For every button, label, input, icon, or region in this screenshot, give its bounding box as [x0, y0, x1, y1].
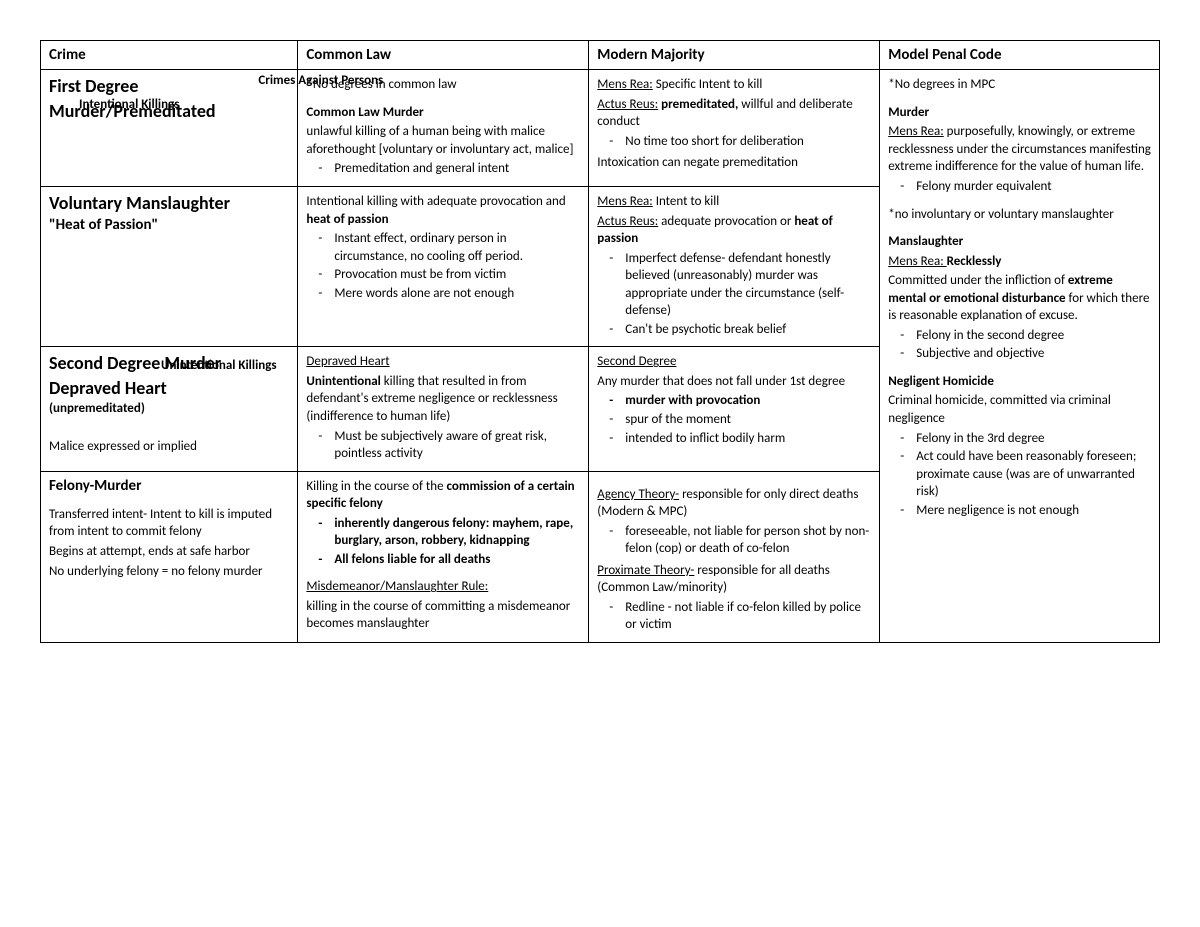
- list-item: Provocation must be from victim: [334, 266, 580, 284]
- text: Criminal homicide, committed via crimina…: [888, 392, 1151, 427]
- text: Malice expressed or implied: [49, 438, 289, 456]
- list: inherently dangerous felony: mayhem, rap…: [306, 515, 580, 569]
- crime-title: Felony-Murder: [49, 476, 289, 496]
- text: Committed under the infliction of extrem…: [888, 272, 1151, 325]
- text: Begins at attempt, ends at safe harbor: [49, 543, 289, 561]
- text: No underlying felony = no felony murder: [49, 563, 289, 581]
- heading: Second Degree: [597, 353, 871, 371]
- cell-crime-vol-mans: Voluntary Manslaughter "Heat of Passion": [41, 186, 298, 346]
- list-item: intended to inflict bodily harm: [625, 430, 871, 448]
- heading-mpc-negligent: Negligent Homicide: [888, 373, 1151, 391]
- list: Felony murder equivalent: [888, 178, 1151, 196]
- list-item: Subjective and objective: [916, 345, 1151, 363]
- heading-mpc-murder: Murder: [888, 104, 1151, 122]
- list-item: Felony in the second degree: [916, 327, 1151, 345]
- overlay-crimes-persons: Crimes Against Persons: [258, 72, 383, 90]
- list-item: murder with provocation: [625, 392, 871, 410]
- text: Intentional killing with adequate provoc…: [306, 193, 580, 228]
- cell-modern-first-degree: Mens Rea: Specific Intent to kill Actus …: [589, 70, 880, 187]
- list: Instant effect, ordinary person in circu…: [306, 230, 580, 302]
- crime-subtitle: (unpremeditated): [49, 400, 289, 418]
- text: killing in the course of committing a mi…: [306, 598, 580, 633]
- list-item: No time too short for deliberation: [625, 133, 871, 151]
- header-row: Crime Common Law Modern Majority Model P…: [41, 41, 1160, 70]
- list-item: spur of the moment: [625, 411, 871, 429]
- text: Any murder that does not fall under 1st …: [597, 373, 871, 391]
- text: Mens Rea: Intent to kill: [597, 193, 871, 211]
- cell-modern-felony-murder: Agency Theory- responsible for only dire…: [589, 471, 880, 642]
- text: Transferred intent- Intent to kill is im…: [49, 506, 289, 541]
- heading: Depraved Heart: [306, 353, 580, 371]
- crime-subtitle: "Heat of Passion": [49, 215, 289, 235]
- list-item: Must be subjectively aware of great risk…: [334, 428, 580, 463]
- cell-common-vol-mans: Intentional killing with adequate provoc…: [298, 186, 589, 346]
- list-item: Can't be psychotic break belief: [625, 321, 871, 339]
- cell-common-second-degree: Depraved Heart Unintentional killing tha…: [298, 347, 589, 471]
- list-item: Redline - not liable if co-felon killed …: [625, 599, 871, 634]
- list-item: inherently dangerous felony: mayhem, rap…: [334, 515, 580, 550]
- list-item: Felony in the 3rd degree: [916, 430, 1151, 448]
- list-item: Imperfect defense- defendant honestly be…: [625, 250, 871, 320]
- text: Actus Reus: adequate provocation or heat…: [597, 213, 871, 248]
- crime-title: Depraved Heart: [49, 376, 289, 400]
- heading-mpc-manslaughter: Manslaughter: [888, 233, 1151, 251]
- cell-crime-second-degree: Second Degree Murder Unintentional Killi…: [41, 347, 298, 471]
- text: Common Law Murder: [306, 104, 580, 122]
- text: Actus Reus: premeditated, willful and de…: [597, 96, 871, 131]
- list: Must be subjectively aware of great risk…: [306, 428, 580, 463]
- text: Unintentional killing that resulted in f…: [306, 373, 580, 426]
- crime-title-first-degree-l1: First Degree: [49, 74, 289, 98]
- text: Proximate Theory- responsible for all de…: [597, 562, 871, 597]
- list-item: Felony murder equivalent: [916, 178, 1151, 196]
- list-item: Mere words alone are not enough: [334, 285, 580, 303]
- overlay-intentional: Intentional Killings: [79, 96, 179, 114]
- text: Mens Rea: Specific Intent to kill: [597, 76, 871, 94]
- text: unlawful killing of a human being with m…: [306, 123, 580, 158]
- text: *no involuntary or voluntary manslaughte…: [888, 206, 1151, 224]
- text: Agency Theory- responsible for only dire…: [597, 486, 871, 521]
- header-crime: Crime: [41, 41, 298, 70]
- list: Premeditation and general intent: [306, 160, 580, 178]
- text: Intoxication can negate premeditation: [597, 154, 871, 172]
- crime-comparison-table: Crime Common Law Modern Majority Model P…: [40, 40, 1160, 643]
- text: Mens Rea: Recklessly: [888, 253, 1151, 271]
- cell-common-first-degree: Crimes Against Persons *No degrees in co…: [298, 70, 589, 187]
- list: Imperfect defense- defendant honestly be…: [597, 250, 871, 339]
- cell-common-felony-murder: Killing in the course of the commission …: [298, 471, 589, 642]
- text: *No degrees in MPC: [888, 76, 1151, 94]
- row-first-degree: First Degree Intentional Killings Murder…: [41, 70, 1160, 187]
- text: Killing in the course of the commission …: [306, 478, 580, 513]
- list: Redline - not liable if co-felon killed …: [597, 599, 871, 634]
- cell-mpc: *No degrees in MPC Murder Mens Rea: purp…: [880, 70, 1160, 643]
- cell-modern-vol-mans: Mens Rea: Intent to kill Actus Reus: ade…: [589, 186, 880, 346]
- list: murder with provocation spur of the mome…: [597, 392, 871, 447]
- heading: Misdemeanor/Manslaughter Rule:: [306, 578, 580, 596]
- list: Felony in the second degree Subjective a…: [888, 327, 1151, 363]
- list-item: All felons liable for all deaths: [334, 551, 580, 569]
- header-modern: Modern Majority: [589, 41, 880, 70]
- cell-modern-second-degree: Second Degree Any murder that does not f…: [589, 347, 880, 471]
- crime-title: Voluntary Manslaughter: [49, 191, 289, 215]
- list-item: Premeditation and general intent: [334, 160, 580, 178]
- list: Felony in the 3rd degree Act could have …: [888, 430, 1151, 520]
- list-item: foreseeable, not liable for person shot …: [625, 523, 871, 558]
- text: Mens Rea: purposefully, knowingly, or ex…: [888, 123, 1151, 176]
- list-item: Act could have been reasonably foreseen;…: [916, 448, 1151, 501]
- overlay-unintentional: Unintentional Killings: [161, 357, 277, 375]
- list: No time too short for deliberation: [597, 133, 871, 151]
- list: foreseeable, not liable for person shot …: [597, 523, 871, 558]
- cell-crime-felony-murder: Felony-Murder Transferred intent- Intent…: [41, 471, 298, 642]
- header-common: Common Law: [298, 41, 589, 70]
- list-item: Mere negligence is not enough: [916, 502, 1151, 520]
- header-mpc: Model Penal Code: [880, 41, 1160, 70]
- list-item: Instant effect, ordinary person in circu…: [334, 230, 580, 265]
